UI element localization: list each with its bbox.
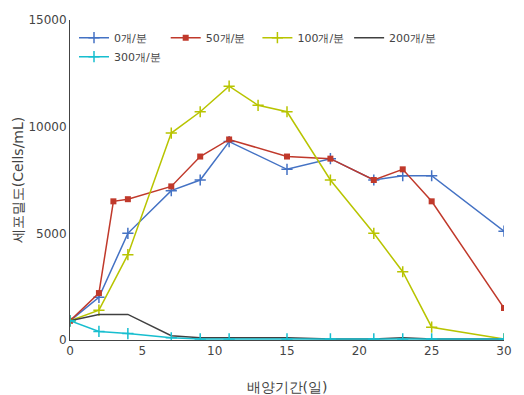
svg-text:세포밀도(Cells/mL): 세포밀도(Cells/mL): [10, 117, 26, 244]
svg-text:15: 15: [279, 344, 294, 358]
svg-text:10: 10: [207, 344, 222, 358]
svg-text:0개/분: 0개/분: [114, 32, 147, 45]
svg-text:0: 0: [66, 344, 74, 358]
svg-text:5: 5: [139, 344, 147, 358]
svg-text:30: 30: [496, 344, 511, 358]
svg-text:15000: 15000: [28, 13, 66, 27]
svg-text:5000: 5000: [36, 227, 67, 241]
svg-text:0: 0: [59, 333, 67, 347]
svg-text:200개/분: 200개/분: [389, 32, 436, 45]
svg-text:배양기간(일): 배양기간(일): [247, 379, 328, 395]
svg-text:50개/분: 50개/분: [206, 32, 246, 45]
svg-text:100개/분: 100개/분: [297, 32, 344, 45]
svg-text:20: 20: [352, 344, 367, 358]
svg-text:10000: 10000: [28, 120, 66, 134]
svg-text:25: 25: [424, 344, 439, 358]
svg-text:300개/분: 300개/분: [114, 51, 161, 64]
